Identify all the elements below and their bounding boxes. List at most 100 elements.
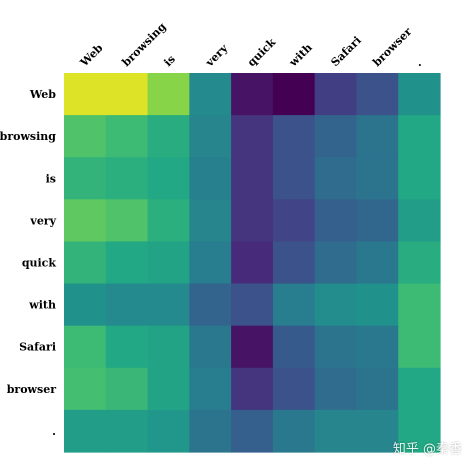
heatmap-cell — [105, 283, 149, 327]
heatmap-cell — [105, 409, 149, 453]
heatmap-cell — [189, 115, 232, 158]
heatmap-cell — [189, 367, 232, 411]
heatmap-cells — [64, 73, 441, 453]
heatmap-cell — [231, 283, 274, 327]
x-tick-label: Web — [77, 41, 106, 70]
heatmap-cell — [314, 367, 358, 411]
heatmap-cell — [398, 325, 441, 369]
heatmap-cell — [147, 367, 190, 411]
y-tick-label: Safari — [19, 341, 56, 354]
heatmap-cell — [398, 283, 441, 327]
heatmap-cell — [189, 325, 232, 369]
heatmap-cell — [272, 283, 316, 327]
heatmap-cell — [272, 199, 316, 243]
heatmap-cell — [272, 115, 316, 158]
heatmap-cell — [314, 115, 358, 158]
heatmap-cell — [314, 325, 358, 369]
heatmap-cell — [398, 241, 441, 285]
heatmap-cell — [64, 115, 107, 158]
heatmap-cell — [189, 283, 232, 327]
x-tick-label: browser — [370, 25, 414, 69]
heatmap-cell — [147, 241, 190, 285]
heatmap-cell — [272, 325, 316, 369]
heatmap-cell — [147, 325, 190, 369]
heatmap-cell — [272, 73, 316, 116]
heatmap-cell — [272, 409, 316, 453]
heatmap-cell — [105, 73, 149, 116]
y-tick-label: is — [46, 172, 56, 185]
heatmap-cell — [314, 241, 358, 285]
y-tick-label: with — [28, 299, 56, 312]
heatmap-cell — [64, 367, 107, 411]
heatmap-cell — [314, 283, 358, 327]
heatmap-cell — [398, 73, 441, 116]
heatmap-cell — [64, 325, 107, 369]
heatmap-cell — [231, 241, 274, 285]
heatmap-cell — [64, 73, 107, 116]
heatmap-cell — [189, 157, 232, 200]
y-tick-label: quick — [22, 257, 57, 270]
y-tick-label: browsing — [0, 130, 56, 143]
heatmap-cell — [398, 199, 441, 243]
heatmap-cell — [231, 157, 274, 200]
heatmap-cell — [189, 73, 232, 116]
heatmap-cell — [147, 199, 190, 243]
heatmap-cell — [105, 325, 149, 369]
y-axis-tick-labels: Web browsing is very quick with Safari browser. — [0, 88, 57, 438]
heatmap-cell — [356, 157, 399, 200]
heatmap-cell — [231, 367, 274, 411]
x-tick-label: quick — [245, 35, 279, 69]
heatmap-cell — [314, 157, 358, 200]
y-tick-label: . — [52, 425, 56, 438]
heatmap-cell — [105, 367, 149, 411]
heatmap-cell — [189, 241, 232, 285]
x-tick-label: browsing — [120, 20, 169, 69]
watermark-text: 知乎 @秦香 — [392, 442, 462, 457]
heatmap-cell — [398, 157, 441, 200]
heatmap-cell — [398, 409, 441, 453]
heatmap-cell — [189, 409, 232, 453]
x-tick-label: with — [286, 41, 315, 70]
heatmap-cell — [272, 367, 316, 411]
heatmap-cell — [356, 409, 399, 453]
heatmap-cell — [231, 199, 274, 243]
heatmap-cell — [231, 73, 274, 116]
heatmap-cell — [356, 241, 399, 285]
heatmap-cell — [356, 115, 399, 158]
heatmap-cell — [314, 73, 358, 116]
heatmap-cell — [231, 325, 274, 369]
x-tick-label: . — [412, 57, 424, 69]
y-tick-label: very — [29, 214, 56, 227]
heatmap-cell — [314, 409, 358, 453]
x-tick-label: very — [202, 41, 230, 69]
heatmap-cell — [147, 283, 190, 327]
heatmap-cell — [105, 199, 149, 243]
heatmap-cell — [147, 115, 190, 158]
heatmap-cell — [64, 199, 107, 243]
heatmap-cell — [398, 367, 441, 411]
heatmap-cell — [314, 199, 358, 243]
heatmap-cell — [272, 241, 316, 285]
heatmap-cell — [147, 157, 190, 200]
heatmap-cell — [64, 283, 107, 327]
heatmap-cell — [147, 73, 190, 116]
heatmap-cell — [105, 115, 149, 158]
heatmap-cell — [105, 157, 149, 200]
x-tick-label: is — [161, 53, 178, 70]
heatmap-cell — [356, 73, 399, 116]
heatmap-cell — [189, 199, 232, 243]
heatmap-cell — [64, 157, 107, 200]
heatmap-cell — [398, 115, 441, 158]
x-tick-label: Safari — [328, 34, 363, 69]
y-tick-label: Web — [29, 88, 56, 101]
heatmap-cell — [356, 325, 399, 369]
heatmap-cell — [231, 409, 274, 453]
heatmap-cell — [356, 367, 399, 411]
heatmap-cell — [105, 241, 149, 285]
heatmap-cell — [147, 409, 190, 453]
heatmap-cell — [272, 157, 316, 200]
heatmap-cell — [231, 115, 274, 158]
heatmap-cell — [356, 283, 399, 327]
